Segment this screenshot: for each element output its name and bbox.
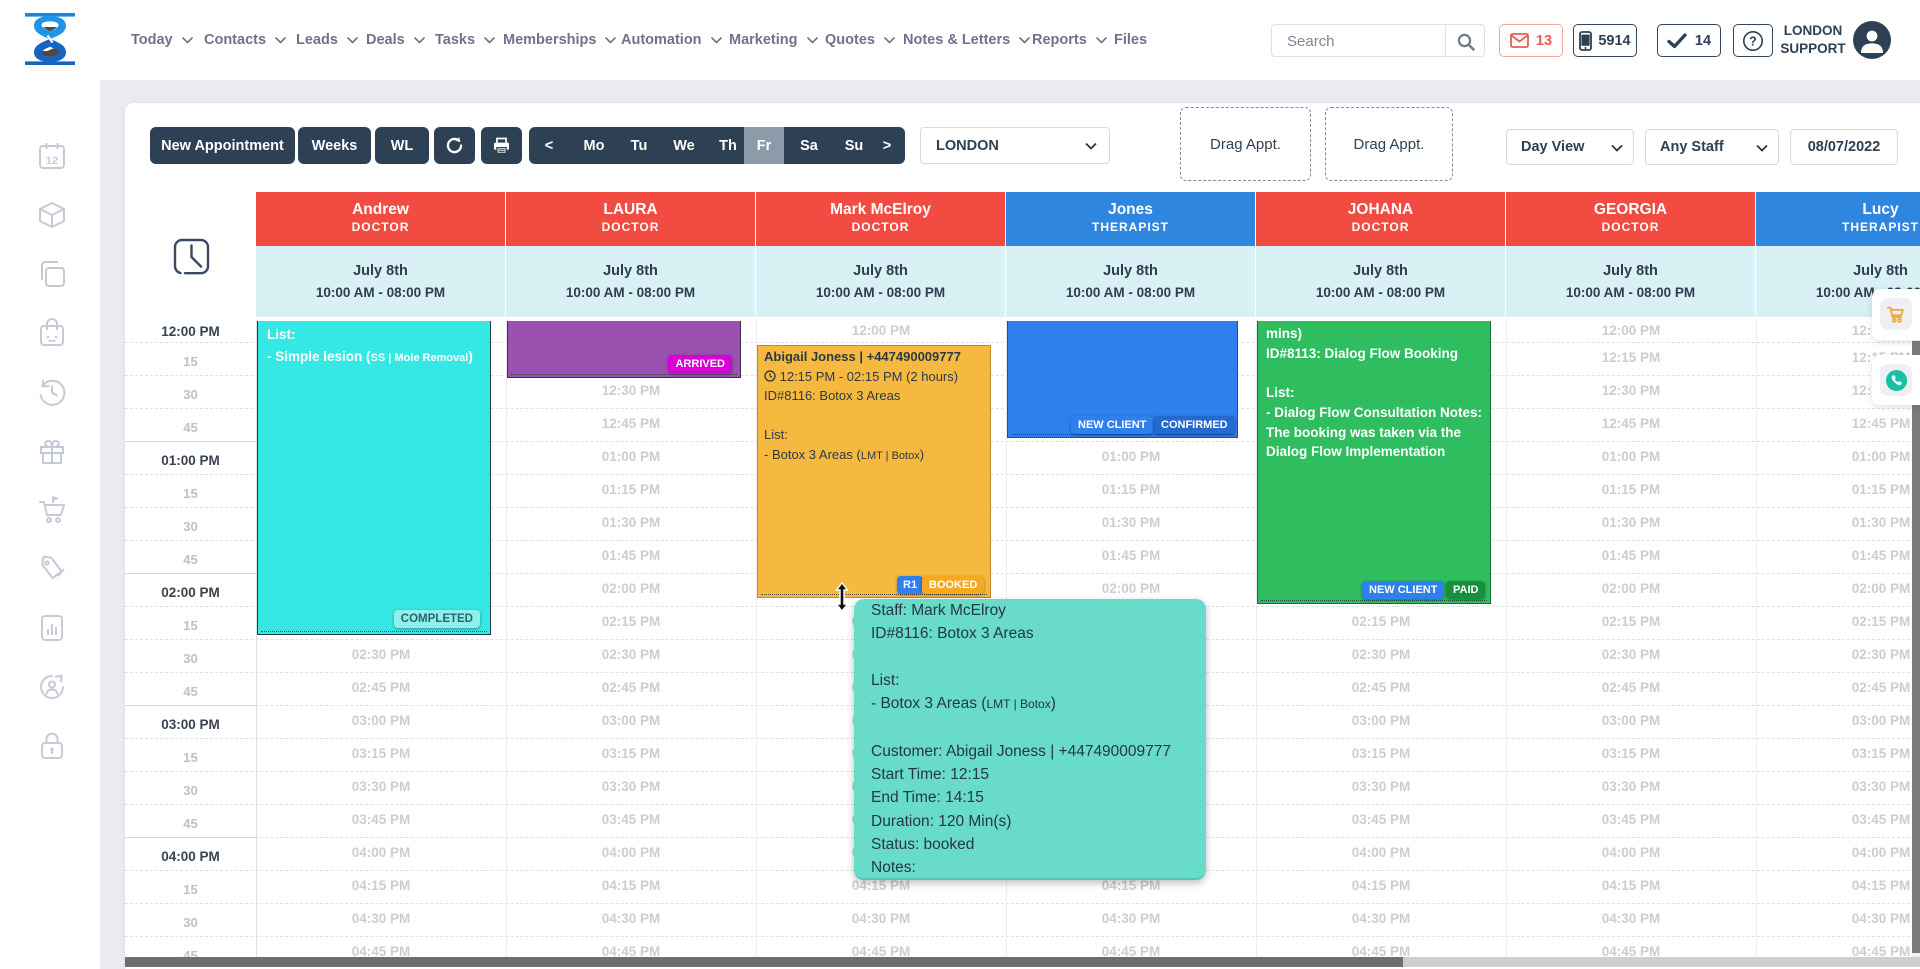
svg-text:12: 12 — [46, 155, 58, 167]
svg-text:?: ? — [1749, 34, 1757, 48]
